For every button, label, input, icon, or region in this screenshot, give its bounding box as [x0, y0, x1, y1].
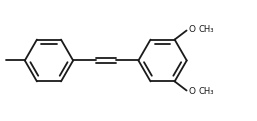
Text: O: O [189, 87, 196, 96]
Text: CH₃: CH₃ [198, 87, 214, 96]
Text: O: O [189, 25, 196, 34]
Text: CH₃: CH₃ [198, 25, 214, 34]
